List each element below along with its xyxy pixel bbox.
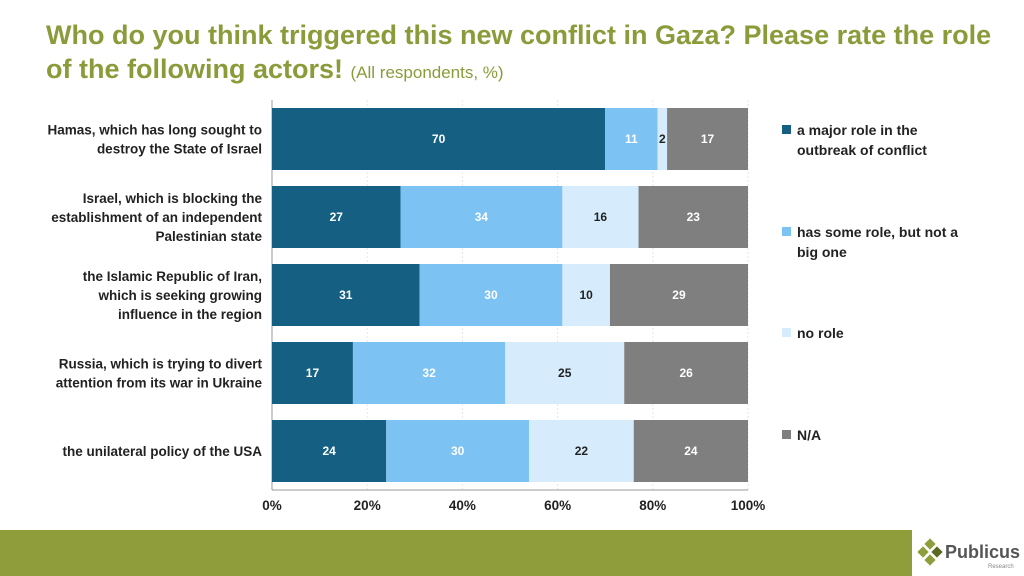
bar-segment: [605, 108, 658, 170]
data-label: 32: [422, 366, 436, 380]
data-label: 25: [558, 366, 572, 380]
bar-segment: [272, 186, 401, 248]
x-tick-label: 20%: [354, 498, 381, 513]
x-tick-label: 0%: [262, 498, 282, 513]
bar-segment: [419, 264, 563, 326]
category-label: Hamas, which has long sought to destroy t…: [47, 123, 262, 157]
bar-segment: [272, 264, 420, 326]
svg-text:Publicus: Publicus: [945, 542, 1020, 562]
data-label: 24: [322, 444, 336, 458]
data-label: 11: [625, 132, 638, 146]
bar-segment: [529, 420, 634, 482]
data-label: 30: [451, 444, 465, 458]
legend-swatch: [782, 125, 791, 134]
legend-swatch: [782, 227, 791, 236]
data-label: 26: [679, 366, 693, 380]
category-label: the unilateral policy of the USA: [62, 444, 262, 459]
category-label: Russia, which is trying to divert attenti…: [56, 357, 263, 391]
legend-swatch: [782, 430, 791, 439]
bar-segment: [667, 108, 748, 170]
data-label: 30: [484, 288, 498, 302]
data-label: 16: [594, 210, 608, 224]
data-label: 31: [339, 288, 353, 302]
bar-segment: [638, 186, 748, 248]
bar-segment: [562, 264, 610, 326]
chart-title: Who do you think triggered this new conf…: [46, 18, 1016, 90]
x-tick-label: 100%: [731, 498, 766, 513]
legend-swatch: [782, 328, 791, 337]
x-tick-label: 80%: [639, 498, 666, 513]
data-label: 34: [475, 210, 489, 224]
x-tick-label: 60%: [544, 498, 571, 513]
data-label: 70: [432, 132, 446, 146]
data-label: 2: [659, 132, 666, 146]
legend-label: a major role in the outbreak of conflict: [797, 122, 927, 158]
category-label: the Islamic Republic of Iran, which is se…: [83, 269, 262, 322]
category-label: Israel, which is blocking the establishme…: [51, 191, 262, 244]
legend-label: has some role, but not a big one: [797, 224, 958, 260]
bar-segment: [352, 342, 506, 404]
bar-segment: [633, 420, 748, 482]
bar-segment: [562, 186, 639, 248]
bar-segment: [400, 186, 563, 248]
publicus-logo: Publicus Research: [917, 538, 1020, 570]
x-tick-label: 40%: [449, 498, 476, 513]
data-label: 24: [684, 444, 698, 458]
bar-segment: [609, 264, 748, 326]
data-label: 23: [687, 210, 701, 224]
data-label: 17: [306, 366, 320, 380]
bar-segment: [272, 342, 353, 404]
bar-segment: [505, 342, 625, 404]
bar-segment: [272, 420, 387, 482]
data-label: 27: [330, 210, 344, 224]
data-label: 29: [672, 288, 686, 302]
data-label: 10: [579, 288, 593, 302]
data-label: 22: [575, 444, 589, 458]
bar-segment: [386, 420, 530, 482]
bar-segment: [657, 108, 668, 170]
legend-label: N/A: [797, 427, 821, 443]
legend-label: no role: [797, 325, 844, 341]
chart-subtitle: (All respondents, %): [350, 63, 504, 82]
title-text: Who do you think triggered this new conf…: [46, 20, 992, 84]
bar-segment: [272, 108, 606, 170]
svg-text:Research: Research: [988, 564, 1014, 570]
data-label: 17: [701, 132, 715, 146]
footer-bar: [0, 530, 912, 576]
bar-segment: [624, 342, 748, 404]
